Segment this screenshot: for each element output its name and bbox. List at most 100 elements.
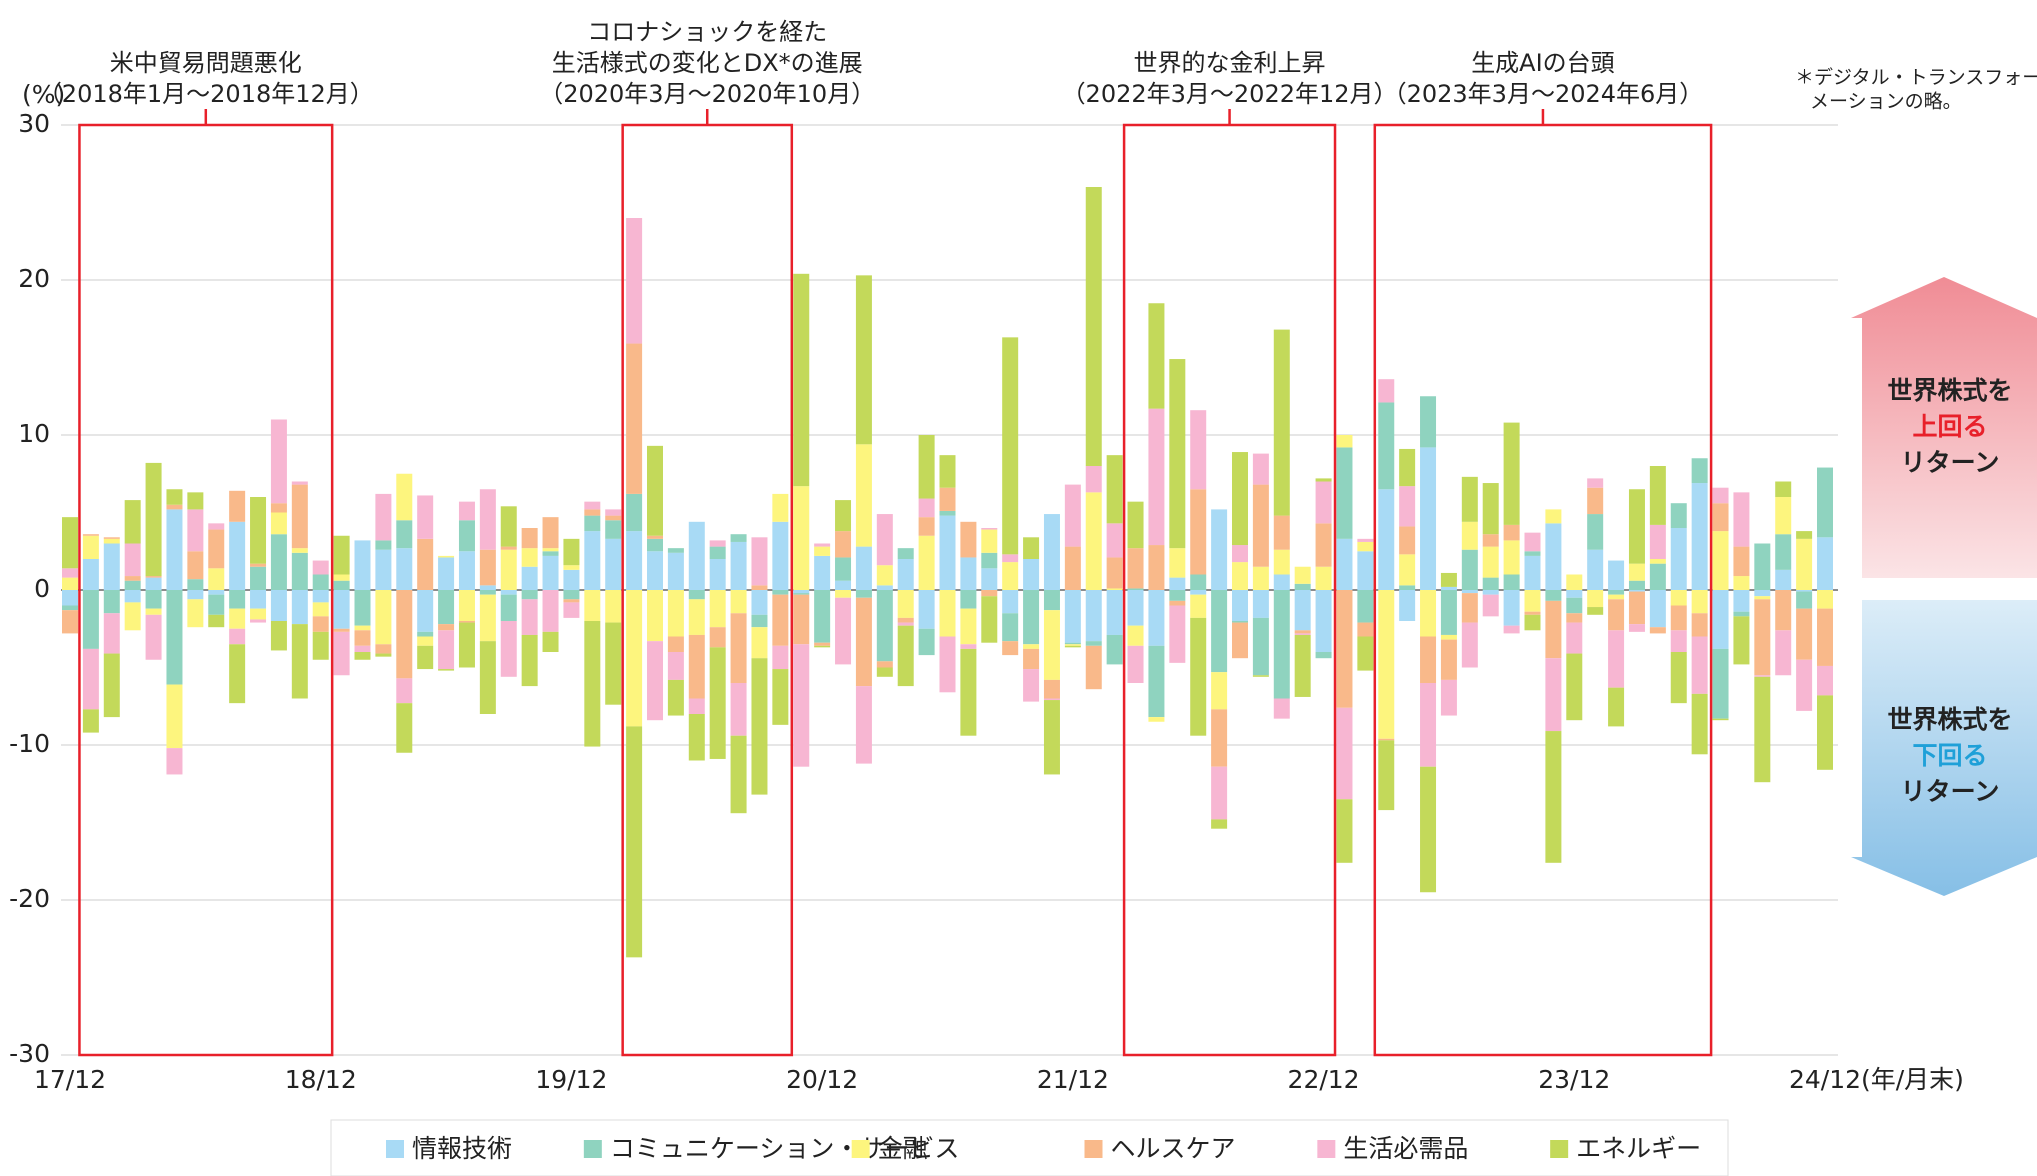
bar-segment	[82, 535, 99, 559]
bar-segment	[417, 631, 434, 637]
bar-segment	[1399, 590, 1416, 621]
bar-segment	[563, 599, 580, 603]
bar-segment	[605, 520, 622, 539]
bar-segment	[124, 576, 141, 581]
bar-segment	[1294, 583, 1311, 590]
bar-segment	[1524, 614, 1541, 631]
up-arrow	[1851, 277, 2037, 578]
bar-segment	[1440, 679, 1457, 716]
bar-segment	[375, 644, 392, 654]
bar-segment	[479, 594, 496, 642]
bar-segment	[1023, 669, 1040, 702]
bar-segment	[793, 594, 810, 645]
bar-segment	[166, 489, 183, 505]
bar-segment	[793, 593, 810, 595]
bar-segment	[1064, 644, 1081, 646]
bar-segment	[124, 580, 141, 590]
bar-segment	[1232, 562, 1248, 590]
bar-segment	[1252, 675, 1269, 677]
bar-segment	[876, 514, 893, 566]
bar-segment	[897, 617, 914, 623]
bar-segment	[542, 548, 559, 552]
bar-segment	[1232, 452, 1248, 546]
bar-segment	[855, 275, 872, 445]
bar-segment	[417, 590, 434, 632]
bar-segment	[396, 520, 413, 549]
bar-segment	[1712, 487, 1729, 504]
bar-segment	[1608, 560, 1625, 590]
bar-segment	[939, 590, 956, 637]
annotation-text: （2022年3月〜2022年12月）	[1062, 80, 1398, 108]
bar-segment	[772, 493, 789, 522]
bar-segment	[1106, 590, 1123, 635]
bar-segment	[1482, 590, 1499, 595]
side-label: 世界株式を	[1887, 376, 2012, 405]
bar-segment	[1378, 740, 1395, 811]
bar-segment	[563, 590, 580, 600]
bar-segment	[82, 534, 99, 536]
bar-segment	[1733, 616, 1750, 665]
bar-segment	[1336, 447, 1353, 539]
bar-segment	[1315, 590, 1332, 652]
bar-segment	[521, 548, 538, 567]
bar-segment	[396, 703, 413, 753]
bar-segment	[584, 531, 601, 590]
bar-segment	[688, 599, 705, 635]
bar-segment	[1503, 422, 1520, 525]
bar-segment	[835, 580, 852, 590]
bar-segment	[542, 551, 559, 556]
bar-segment	[981, 552, 998, 569]
bar-segment	[1357, 538, 1374, 542]
bar-segment	[835, 557, 852, 581]
y-tick-label: 10	[18, 419, 50, 448]
bar-segment	[1482, 534, 1499, 547]
bar-segment	[500, 506, 517, 547]
bar-segment	[855, 590, 872, 598]
bar-segment	[1273, 515, 1290, 550]
bar-segment	[103, 543, 120, 590]
bar-segment	[1608, 630, 1625, 688]
bar-segment	[1712, 718, 1729, 721]
bar-segment	[876, 667, 893, 677]
bar-segment	[1232, 622, 1248, 659]
bar-segment	[1691, 590, 1708, 614]
bar-segment	[1064, 642, 1081, 645]
bar-segment	[1169, 577, 1186, 590]
bar-segment	[521, 528, 538, 549]
bar-segment	[1754, 596, 1771, 600]
bar-segment	[1294, 566, 1311, 584]
annotation-text: 生成AIの台頭	[1471, 49, 1615, 77]
bar-segment	[605, 622, 622, 705]
bar-segment	[1378, 379, 1395, 403]
bar-segment	[1420, 683, 1437, 767]
bar-segment	[187, 579, 204, 590]
bar-segment	[647, 590, 663, 642]
bar-segment	[1691, 458, 1708, 484]
bar-segment	[1566, 613, 1583, 623]
bar-segment	[1169, 590, 1186, 601]
bar-segment	[1169, 359, 1186, 549]
bar-segment	[438, 669, 455, 671]
bar-segment	[62, 568, 78, 578]
bar-segment	[270, 512, 287, 535]
bar-segment	[751, 627, 768, 659]
bar-segment	[1315, 481, 1332, 524]
bar-segment	[626, 726, 643, 958]
bar-segment	[270, 590, 287, 621]
bar-segment	[1817, 537, 1833, 590]
bar-segment	[103, 538, 120, 544]
bar-segment	[939, 636, 956, 693]
bar-segment	[1294, 630, 1311, 634]
bar-segment	[1566, 622, 1583, 654]
bar-segment	[1085, 645, 1102, 690]
bar-segment	[1691, 483, 1708, 590]
x-tick-label: 24/12	[1789, 1065, 1861, 1094]
bar-segment	[479, 585, 496, 590]
bar-segment	[1628, 591, 1645, 625]
bar-segment	[814, 555, 831, 590]
bar-segment	[814, 543, 831, 547]
bar-segment	[981, 568, 998, 590]
bar-segment	[1420, 590, 1437, 637]
bar-segment	[1503, 590, 1520, 626]
